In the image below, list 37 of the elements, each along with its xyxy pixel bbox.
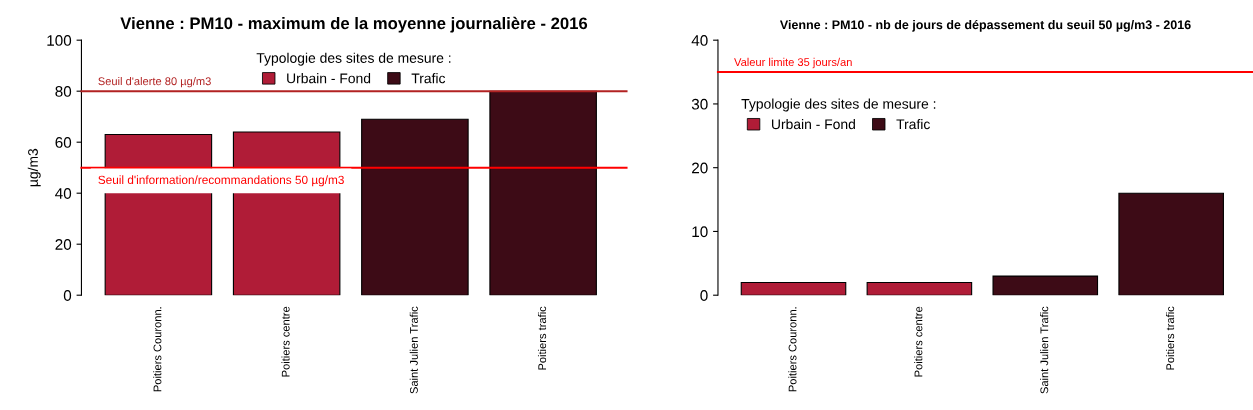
y-tick-label: 60 [55,137,72,148]
ref-line-label: Seuil d'alerte 80 µg/m3 [98,77,211,88]
y-tick-label: 40 [691,35,708,46]
y-axis-title: µg/m3 [27,148,41,187]
x-tick-label: Poitiers trafic [1165,306,1175,370]
legend-title: Typologie des sites de mesure : [741,98,936,112]
y-tick-label: 80 [55,86,72,97]
legend-label: Urbain - Fond [772,118,855,130]
chart-title: Vienne : PM10 - nb de jours de dépassement du seuil 50 µg/m3 - 2016 [779,19,1191,32]
y-tick-label: 0 [700,290,708,301]
legend-label: Trafic [411,73,446,84]
bar [992,275,1099,296]
x-tick-label: Poitiers Couronn. [788,307,797,392]
legend-label: Urbain - Fond [287,73,371,84]
y-tick-label: 30 [691,98,708,110]
bar [740,281,847,296]
y-tick-label: 10 [692,226,708,238]
chart-title: Vienne : PM10 - maximum de la moyenne journalière - 2016 [120,16,588,33]
bar [1118,192,1224,296]
bar [361,118,469,296]
y-tick-label: 100 [47,35,72,46]
x-tick-label: Poitiers Couronn. [153,307,162,392]
ref-line-label: Valeur limite 35 jours/an [734,57,852,69]
y-tick-label: 0 [63,290,72,301]
x-tick-label: Saint Julien Trafic [409,306,418,394]
bar [489,90,597,296]
bar [866,281,973,296]
x-tick-label: Poitiers trafic [537,306,547,370]
ref-line-label: Seuil d'information/recommandations 50 µg/m3 [98,175,344,187]
legend-label: Trafic [896,118,930,130]
y-tick-label: 40 [55,188,72,199]
x-tick-label: Poitiers centre [914,306,923,377]
legend-title: Typologie des sites de mesure : [256,52,451,66]
x-tick-label: Poitiers centre [281,306,290,377]
x-tick-label: Saint Julien Trafic [1040,306,1049,394]
y-tick-label: 20 [692,162,708,174]
y-tick-label: 20 [55,239,72,250]
